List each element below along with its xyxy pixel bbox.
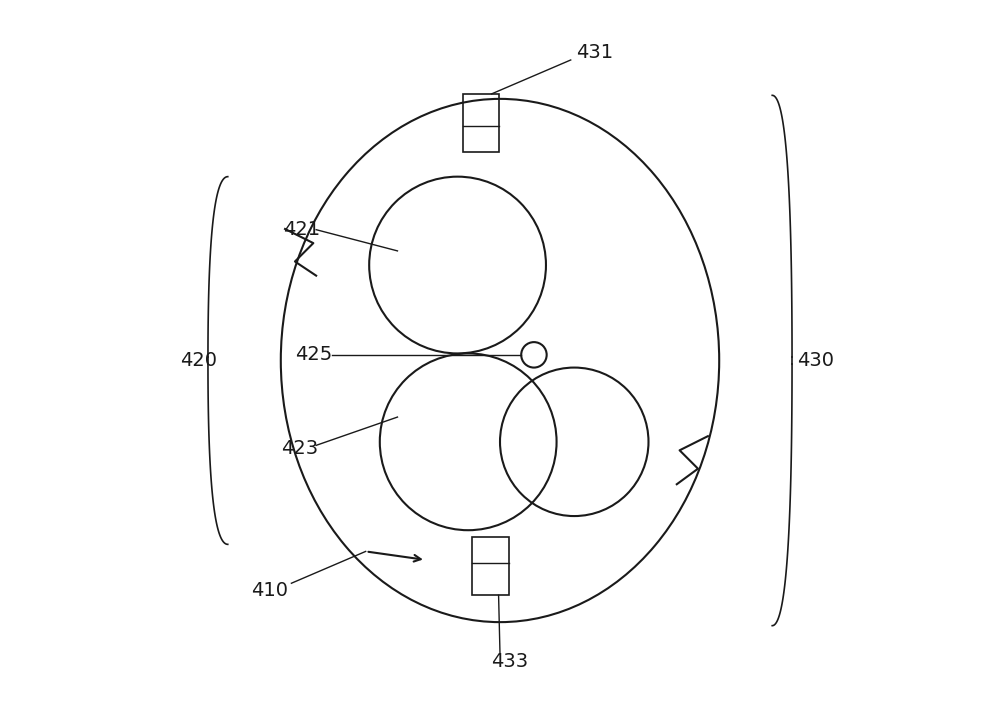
Bar [463, 94, 499, 152]
Text: 430: 430 [797, 351, 834, 370]
Text: 420: 420 [180, 351, 217, 370]
Text: 410: 410 [251, 581, 288, 600]
Bar [472, 537, 509, 596]
Text: 433: 433 [491, 652, 528, 671]
Text: 423: 423 [281, 439, 318, 459]
Text: 431: 431 [576, 43, 613, 63]
Text: 425: 425 [295, 345, 332, 364]
Text: 421: 421 [283, 220, 320, 239]
